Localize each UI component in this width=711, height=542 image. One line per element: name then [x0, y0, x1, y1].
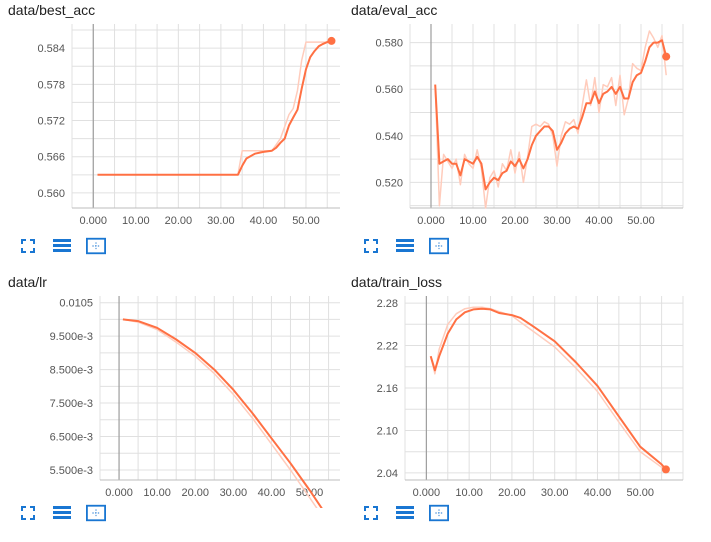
chart-card-eval-acc: data/eval_acc 0.000 10.00 20.00 30.00 40.00 5… [343, 0, 688, 266]
series-line-raw [434, 30, 667, 209]
y-tick-label: 0.560 [375, 84, 403, 96]
y-tick-label: 0.580 [375, 38, 403, 50]
chart-card-best-acc: data/best_acc 0.000 10.00 20.00 30.00 40.00 5… [0, 0, 345, 266]
x-tick-label: 10.00 [122, 215, 150, 227]
x-tick-label: 50.00 [296, 487, 324, 499]
fit-domain-icon[interactable] [429, 504, 449, 522]
x-tick-label: 20.00 [498, 487, 526, 499]
x-tick-label: 10.00 [459, 215, 487, 227]
chart-plot[interactable]: 0.000 10.00 20.00 30.00 40.00 50.00 0.520 0.540… [343, 0, 688, 236]
y-tick-label: 0.584 [37, 43, 65, 55]
y-tick-label: 0.566 [37, 152, 65, 164]
y-tick-label: 8.500e-3 [50, 365, 93, 377]
x-tick-label: 40.00 [258, 487, 286, 499]
chart-plot[interactable]: 0.000 10.00 20.00 30.00 40.00 50.00 5.500e-3 6.… [0, 272, 345, 508]
x-tick-label: 10.00 [143, 487, 171, 499]
fullscreen-icon[interactable] [18, 237, 38, 255]
y-tick-label: 0.578 [37, 79, 65, 91]
y-tick-label: 5.500e-3 [50, 465, 93, 477]
y-tick-label: 2.16 [377, 383, 398, 395]
y-tick-label: 0.0105 [59, 298, 93, 310]
x-tick-label: 0.000 [105, 487, 133, 499]
last-point-marker [662, 52, 671, 61]
series-line-raw [97, 41, 332, 176]
x-tick-label: 50.00 [627, 215, 655, 227]
series-line-smoothed [434, 39, 668, 191]
x-tick-label: 20.00 [181, 487, 209, 499]
series-line-smoothed [429, 307, 667, 471]
fullscreen-icon[interactable] [361, 237, 381, 255]
x-tick-label: 40.00 [584, 487, 612, 499]
fullscreen-icon[interactable] [18, 504, 38, 522]
data-table-icon[interactable] [52, 237, 72, 255]
chart-toolbar [361, 237, 449, 257]
chart-toolbar [18, 504, 106, 524]
data-table-icon[interactable] [395, 504, 415, 522]
x-tick-label: 20.00 [501, 215, 529, 227]
y-tick-label: 0.540 [375, 131, 403, 143]
x-tick-label: 40.00 [250, 215, 278, 227]
data-table-icon[interactable] [395, 237, 415, 255]
fit-domain-icon[interactable] [86, 237, 106, 255]
fullscreen-icon[interactable] [361, 504, 381, 522]
x-tick-label: 10.00 [455, 487, 483, 499]
chart-title: data/train_loss [351, 274, 443, 290]
chart-title: data/best_acc [8, 2, 96, 18]
x-tick-label: 40.00 [585, 215, 613, 227]
data-table-icon[interactable] [52, 504, 72, 522]
x-tick-label: 30.00 [541, 487, 569, 499]
chart-toolbar [18, 237, 106, 257]
y-tick-label: 2.22 [377, 341, 398, 353]
x-tick-label: 0.000 [413, 487, 441, 499]
x-tick-label: 20.00 [165, 215, 193, 227]
chart-title: data/eval_acc [351, 2, 438, 18]
x-tick-label: 0.000 [417, 215, 445, 227]
fit-domain-icon[interactable] [86, 504, 106, 522]
series-line-smoothed [122, 318, 323, 508]
y-tick-label: 0.560 [37, 188, 65, 200]
last-point-marker [661, 465, 670, 474]
x-tick-label: 30.00 [220, 487, 248, 499]
chart-plot[interactable]: 0.000 10.00 20.00 30.00 40.00 50.00 0.560 0.566… [0, 0, 345, 236]
chart-plot[interactable]: 0.000 10.00 20.00 30.00 40.00 50.00 2.04 2.10 2.… [343, 272, 688, 508]
y-tick-label: 7.500e-3 [50, 398, 93, 410]
chart-title: data/lr [8, 274, 47, 290]
y-tick-label: 2.04 [377, 468, 398, 480]
series-line-raw [122, 318, 318, 508]
chart-toolbar [361, 504, 449, 524]
series-line-smoothed [97, 39, 332, 176]
y-tick-label: 9.500e-3 [50, 331, 93, 343]
x-tick-label: 50.00 [292, 215, 320, 227]
x-tick-label: 50.00 [626, 487, 654, 499]
chart-card-train-loss: data/train_loss 0.000 10.00 20.00 30.00 40.0… [343, 272, 688, 538]
chart-card-lr: data/lr 0.000 10.00 20.00 30.00 40.00 50.00 5.… [0, 272, 345, 538]
x-tick-label: 30.00 [543, 215, 571, 227]
y-tick-label: 2.28 [377, 298, 398, 310]
fit-domain-icon[interactable] [429, 237, 449, 255]
y-tick-label: 2.10 [377, 425, 398, 437]
y-tick-label: 0.520 [375, 177, 403, 189]
x-tick-label: 30.00 [207, 215, 235, 227]
last-point-marker [327, 36, 336, 45]
y-tick-label: 0.572 [37, 116, 65, 128]
y-tick-label: 6.500e-3 [50, 432, 93, 444]
x-tick-label: 0.000 [80, 215, 108, 227]
